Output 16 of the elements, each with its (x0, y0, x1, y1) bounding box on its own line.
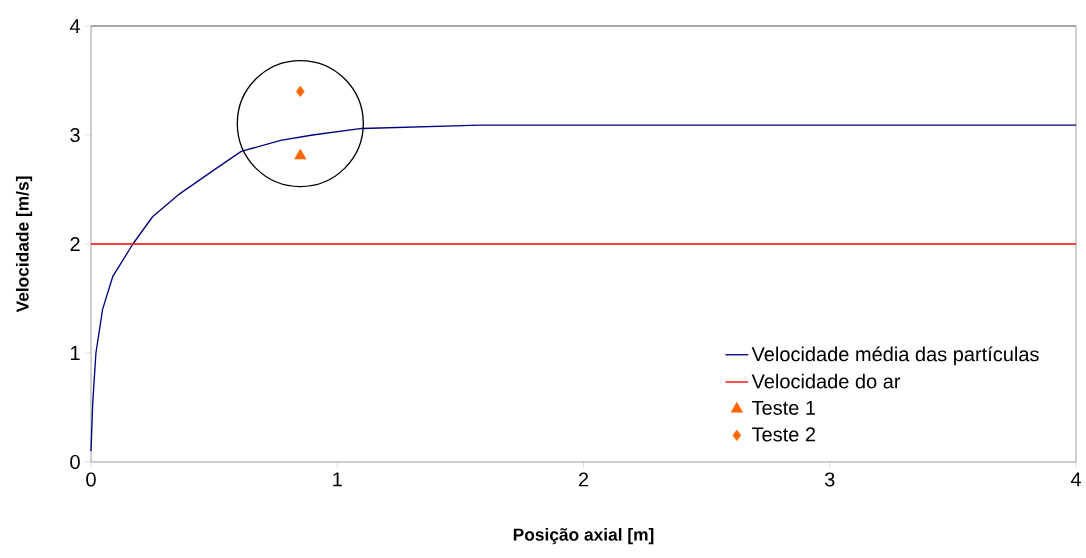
legend-label: Velocidade média das partículas (751, 346, 1039, 366)
y-tick-label: 0 (70, 454, 80, 470)
x-tick-label: 4 (1070, 472, 1081, 487)
y-tick-label: 3 (70, 127, 80, 143)
y-axis-title: Velocidade [m/s] (15, 176, 33, 313)
x-tick-label: 3 (824, 472, 835, 487)
legend-label: Teste 1 (752, 400, 816, 415)
x-tick-label: 0 (86, 472, 96, 487)
x-tick-label: 1 (333, 472, 342, 487)
legend-label: Teste 2 (752, 427, 816, 442)
x-tick-label: 2 (578, 472, 589, 487)
legend-label: Velocidade do ar (751, 373, 901, 389)
y-tick-label: 4 (69, 19, 81, 33)
y-tick-label: 2 (70, 237, 80, 251)
x-axis-title: Posição axial [m] (513, 528, 654, 545)
y-tick-label: 1 (71, 346, 80, 360)
